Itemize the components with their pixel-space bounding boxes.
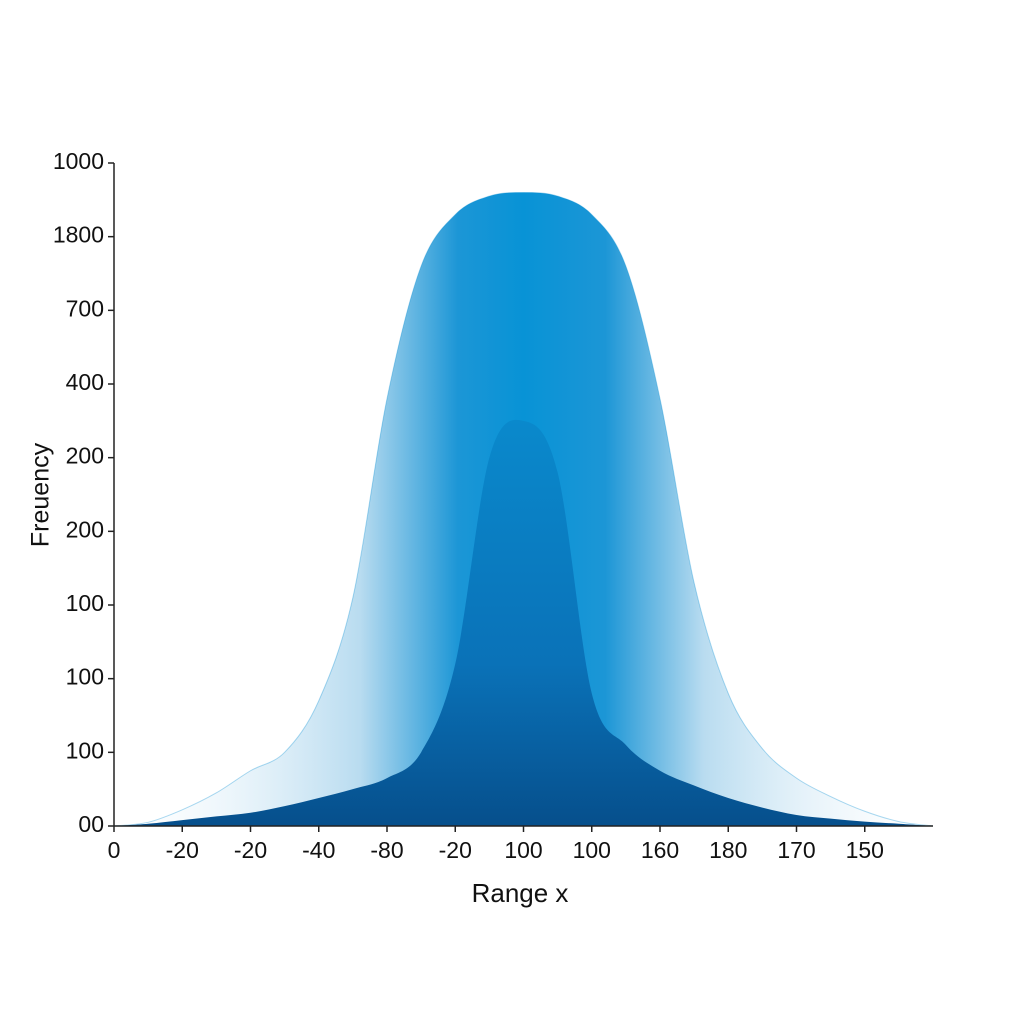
y-tick-label: 100: [66, 664, 104, 690]
y-tick-label: 700: [66, 295, 104, 321]
x-tick-label: 150: [846, 837, 884, 863]
x-tick-label: -20: [439, 837, 472, 863]
y-tick-label: 00: [78, 811, 104, 837]
x-tick-label: 180: [709, 837, 747, 863]
x-tick-label: 100: [573, 837, 611, 863]
x-tick-label: -20: [234, 837, 267, 863]
x-tick-label: 160: [641, 837, 679, 863]
x-tick-label: -20: [166, 837, 199, 863]
x-tick-label: -80: [370, 837, 403, 863]
y-tick-label: 1000: [53, 148, 104, 174]
x-tick-label: 0: [108, 837, 121, 863]
x-tick-label: 100: [504, 837, 542, 863]
y-tick-label: 200: [66, 443, 104, 469]
plot-area: [113, 191, 934, 827]
area: [114, 419, 933, 826]
y-axis-label: Freuency: [27, 442, 55, 547]
y-tick-label: 200: [66, 516, 104, 542]
area-outline: [113, 191, 934, 827]
x-tick-label: -40: [302, 837, 335, 863]
x-axis-label: Range x: [472, 878, 569, 908]
y-tick-label: 400: [66, 369, 104, 395]
y-tick-label: 100: [66, 737, 104, 763]
y-tick-label: 1800: [53, 222, 104, 248]
y-tick-label: 100: [66, 590, 104, 616]
x-tick-label: 170: [777, 837, 815, 863]
